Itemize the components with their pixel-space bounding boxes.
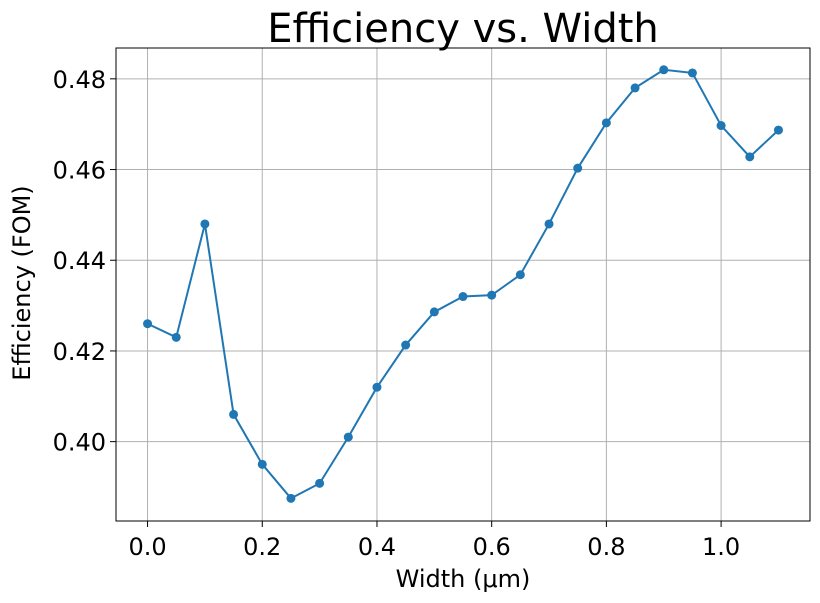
data-point bbox=[143, 319, 153, 329]
data-point bbox=[200, 219, 210, 229]
x-tick-label: 0.0 bbox=[128, 533, 166, 561]
y-axis-label: Efficiency (FOM) bbox=[8, 185, 36, 380]
data-point bbox=[372, 382, 382, 392]
data-point bbox=[687, 68, 697, 78]
data-point bbox=[401, 340, 411, 350]
y-tick-label: 0.48 bbox=[53, 66, 106, 94]
data-point bbox=[429, 307, 439, 317]
data-point bbox=[458, 292, 468, 302]
chart-title: Efficiency vs. Width bbox=[267, 6, 659, 52]
data-point bbox=[343, 432, 353, 442]
data-point bbox=[716, 121, 726, 131]
data-point bbox=[601, 118, 611, 128]
data-point bbox=[659, 65, 669, 75]
y-tick-label: 0.46 bbox=[53, 157, 106, 185]
x-axis-label: Width (μm) bbox=[396, 565, 531, 593]
y-tick-label: 0.42 bbox=[53, 338, 106, 366]
ticks: 0.0 0.2 0.4 0.6 0.8 1.0 0.40 0.42 0.44 0.46 0.48 bbox=[53, 66, 741, 561]
data-point bbox=[171, 332, 181, 342]
x-tick-label: 1.0 bbox=[702, 533, 740, 561]
data-point bbox=[315, 478, 325, 488]
data-point bbox=[286, 493, 296, 503]
x-tick-label: 0.4 bbox=[358, 533, 396, 561]
data-point bbox=[229, 409, 239, 419]
series-line bbox=[147, 68, 780, 500]
series-group bbox=[143, 65, 783, 503]
grid bbox=[116, 48, 810, 521]
y-tick-label: 0.40 bbox=[53, 429, 106, 457]
data-point bbox=[487, 290, 497, 300]
data-point bbox=[573, 163, 583, 173]
x-tick-label: 0.8 bbox=[587, 533, 625, 561]
data-point bbox=[257, 459, 267, 469]
x-tick-label: 0.2 bbox=[243, 533, 281, 561]
data-point bbox=[745, 152, 755, 162]
data-point bbox=[544, 219, 554, 229]
data-point bbox=[630, 83, 640, 93]
plot-frame bbox=[115, 47, 811, 522]
data-point bbox=[773, 125, 783, 135]
x-tick-label: 0.6 bbox=[473, 533, 511, 561]
data-point bbox=[515, 270, 525, 280]
y-tick-label: 0.44 bbox=[53, 247, 106, 275]
